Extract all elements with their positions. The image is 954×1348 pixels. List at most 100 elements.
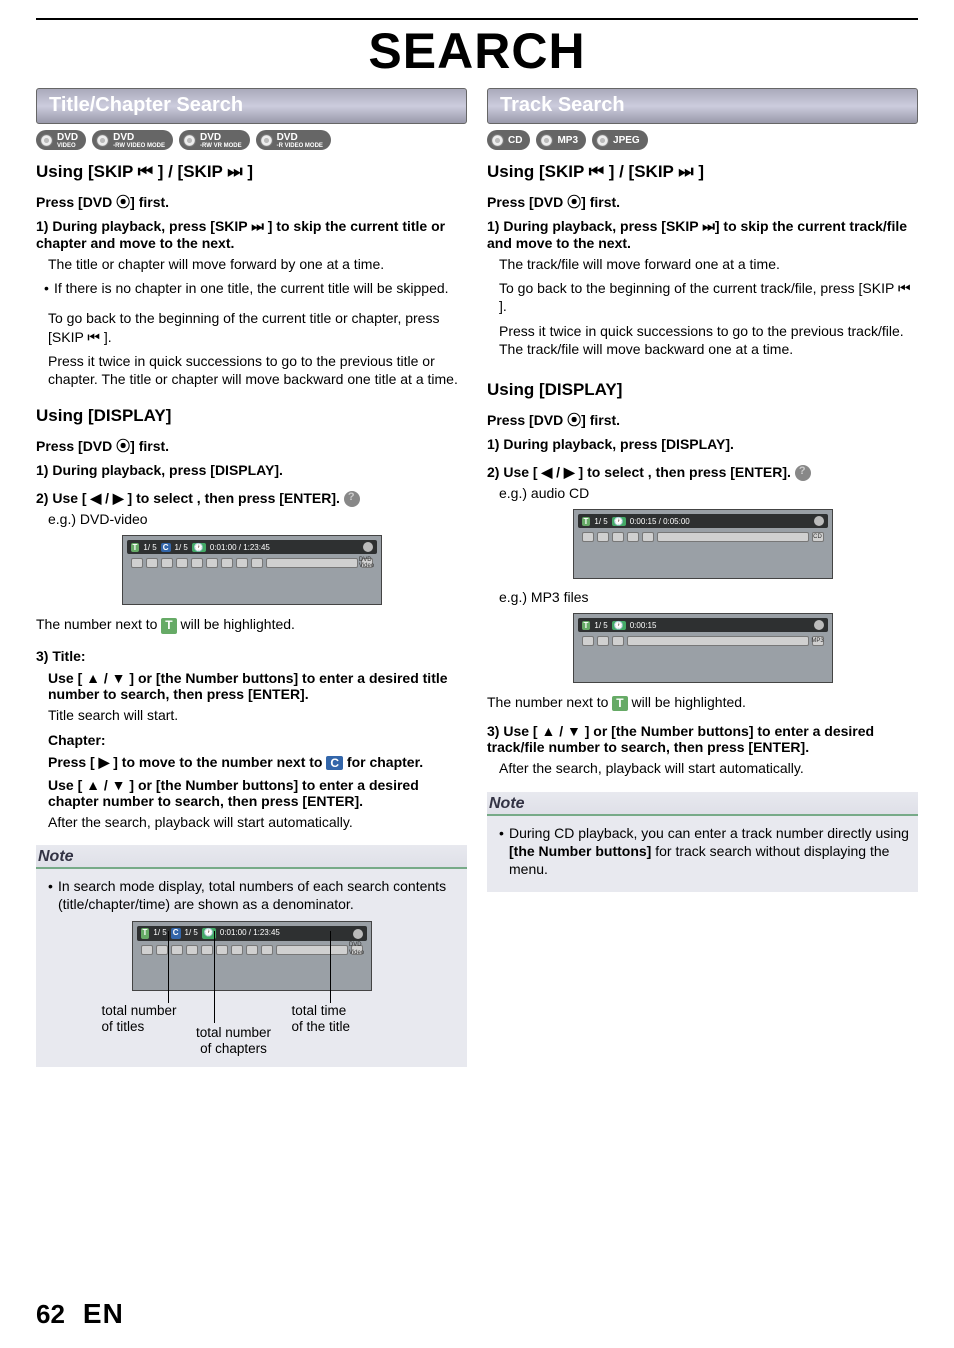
- disc-icon: [40, 134, 53, 147]
- osd-annotated: T 1/ 5 C 1/ 5 🕐 0:01:00 / 1:23:45 DVD Vi…: [112, 921, 392, 991]
- osd-mini-icon: [201, 945, 213, 955]
- step-1-body-right: The track/file will move forward one at …: [499, 255, 918, 273]
- osd-cd-iconrow: CD: [578, 530, 828, 544]
- disc-label: JPEG: [613, 135, 640, 146]
- osd-mini-icon: [236, 558, 248, 568]
- disc-icon: [96, 134, 109, 147]
- osd-mini-icon: [612, 636, 624, 646]
- osd-media-label: DVD Video: [361, 558, 373, 568]
- osd-cd-disc-icon: [814, 516, 824, 526]
- display-step2-left: 2) Use [ ◀ / ▶ ] to select , then press …: [36, 490, 467, 507]
- disc-icon: [260, 134, 273, 147]
- osd-row-top: T 1/ 5 C 1/ 5 🕐 0:01:00 / 1:23:45: [127, 540, 377, 554]
- osd-mini-icon: [216, 945, 228, 955]
- osd-mini-icon: [597, 636, 609, 646]
- osd-mp3-iconrow: MP3: [578, 634, 828, 648]
- press-dvd-first-right: Press [DVD ⦿] first.: [487, 192, 918, 212]
- osd-dvd-video: T 1/ 5 C 1/ 5 🕐 0:01:00 / 1:23:45 DVD Vi…: [122, 535, 382, 605]
- osd-b-media-label: DVD Video: [351, 945, 363, 955]
- right-column: Track Search CD MP3 JPEG Using [SKIP ⏮ ]…: [487, 88, 918, 1067]
- note-body-left: In search mode display, total numbers of…: [36, 869, 467, 1067]
- step-1-right: 1) During playback, press [SKIP ⏭] to sk…: [487, 218, 918, 251]
- disc-icon: [596, 134, 609, 147]
- osd-mini-icon: [171, 945, 183, 955]
- osd-cd-clock-icon: 🕐: [612, 517, 626, 526]
- osd-cd: T 1/ 5 🕐 0:00:15 / 0:05:00 CD: [573, 509, 833, 579]
- step3-chapter-body: After the search, playback will start au…: [48, 813, 467, 831]
- osd-b-c-val: 1/ 5: [185, 928, 198, 938]
- osd-clock-icon: 🕐: [192, 543, 206, 552]
- step-1-body3-left: Press it twice in quick successions to g…: [48, 352, 467, 388]
- disc-label: DVD: [277, 132, 298, 143]
- display-step2-text-right: 2) Use [ ◀ / ▶ ] to select , then press …: [487, 464, 791, 480]
- osd-mini-icon: [161, 558, 173, 568]
- osd-mini-icon: [597, 532, 609, 542]
- osd-mini-icon: [206, 558, 218, 568]
- osd-time: 0:01:00 / 1:23:45: [210, 543, 359, 552]
- osd-cd-t-val: 1/ 5: [594, 517, 607, 526]
- disc-sub: VIDEO: [57, 143, 78, 149]
- clock-icon: [795, 465, 811, 481]
- step3-chapter-cmd1: Press [ ▶ ] to move to the number next t…: [48, 754, 467, 771]
- osd-mini-icon: [612, 532, 624, 542]
- disc-badge-dvd-rw-vr: DVD-RW VR MODE: [179, 130, 250, 150]
- osd-mp3: T 1/ 5 🕐 0:00:15 MP3: [573, 613, 833, 683]
- osd-mini-icon: [156, 945, 168, 955]
- osd-mini-icon: [231, 945, 243, 955]
- step-1-left: 1) During playback, press [SKIP ⏭ ] to s…: [36, 218, 467, 251]
- osd-b-c-icon: C: [171, 928, 181, 938]
- press-dvd-first2-right: Press [DVD ⦿] first.: [487, 410, 918, 430]
- disc-badge-jpeg: JPEG: [592, 130, 648, 150]
- press-dvd-first-left: Press [DVD ⦿] first.: [36, 192, 467, 212]
- osd-mini-icon: [131, 558, 143, 568]
- disc-strip-left: DVD VIDEO DVD-RW VIDEO MODE DVD-RW VR MOD…: [36, 130, 467, 150]
- inline-t-icon: T: [161, 618, 176, 634]
- disc-icon: [540, 134, 553, 147]
- disc-icon: [491, 134, 504, 147]
- disc-badge-cd: CD: [487, 130, 530, 150]
- osd-b-disc-icon: [353, 929, 363, 939]
- eg-audio-cd: e.g.) audio CD: [499, 485, 918, 501]
- step-1-body2-right: To go back to the beginning of the curre…: [499, 279, 918, 315]
- osd-cd-media-label: CD: [812, 532, 824, 542]
- leader-line-time: [330, 931, 331, 1003]
- note-bullet-right: During CD playback, you can enter a trac…: [509, 824, 910, 879]
- osd-t-icon: T: [131, 543, 140, 552]
- step3-right: 3) Use [ ▲ / ▼ ] or [the Number buttons]…: [487, 723, 918, 755]
- left-column: Title/Chapter Search DVDVIDEO DVD-RW VID…: [36, 88, 467, 1067]
- page-footer: 62 EN: [36, 1298, 124, 1330]
- osd-mp3-clock-icon: 🕐: [612, 621, 626, 630]
- disc-badge-dvd-r-video: DVD-R VIDEO MODE: [256, 130, 331, 150]
- disc-strip-right: CD MP3 JPEG: [487, 130, 918, 150]
- disc-badge-dvd-rw-video: DVD-RW VIDEO MODE: [92, 130, 173, 150]
- subhead-skip-left: Using [SKIP ⏮ ] / [SKIP ⏭ ]: [36, 162, 467, 182]
- note-bullet-left: In search mode display, total numbers of…: [58, 877, 459, 913]
- osd-mini-icon: [176, 558, 188, 568]
- osd-t-val: 1/ 5: [143, 543, 156, 552]
- osd-mp3-t-val: 1/ 5: [594, 621, 607, 630]
- display-step2-right: 2) Use [ ◀ / ▶ ] to select , then press …: [487, 464, 918, 481]
- osd-mini-icon: [582, 532, 594, 542]
- step3-chapter-head: Chapter:: [48, 732, 467, 748]
- step-1-body2-left: To go back to the beginning of the curre…: [48, 309, 467, 345]
- osd-mini-icon: [251, 558, 263, 568]
- osd-mini-icon: [141, 945, 153, 955]
- osd-mini-icon: [186, 945, 198, 955]
- disc-label: DVD: [113, 132, 134, 143]
- subhead-skip-right: Using [SKIP ⏮ ] / [SKIP ⏭ ]: [487, 162, 918, 182]
- page-lang: EN: [83, 1298, 124, 1330]
- osd-mini-icon: [642, 532, 654, 542]
- osd-mini-icon: [261, 945, 273, 955]
- step3-chapter-cmd2: Use [ ▲ / ▼ ] or [the Number buttons] to…: [48, 777, 467, 809]
- osd-mini-icon: [246, 945, 258, 955]
- osd-cd-t-icon: T: [582, 517, 591, 526]
- osd-mp3-time: 0:00:15: [630, 621, 810, 630]
- osd-icon-row: DVD Video: [127, 556, 377, 570]
- osd-mini-icon: [221, 558, 233, 568]
- leader-line-titles: [168, 931, 169, 1003]
- osd-mp3-media-label: MP3: [812, 636, 824, 646]
- display-step1-left: 1) During playback, press [DISPLAY].: [36, 462, 467, 478]
- page-title: SEARCH: [36, 22, 918, 80]
- note-body-right: During CD playback, you can enter a trac…: [487, 816, 918, 893]
- osd-mini-icon: [582, 636, 594, 646]
